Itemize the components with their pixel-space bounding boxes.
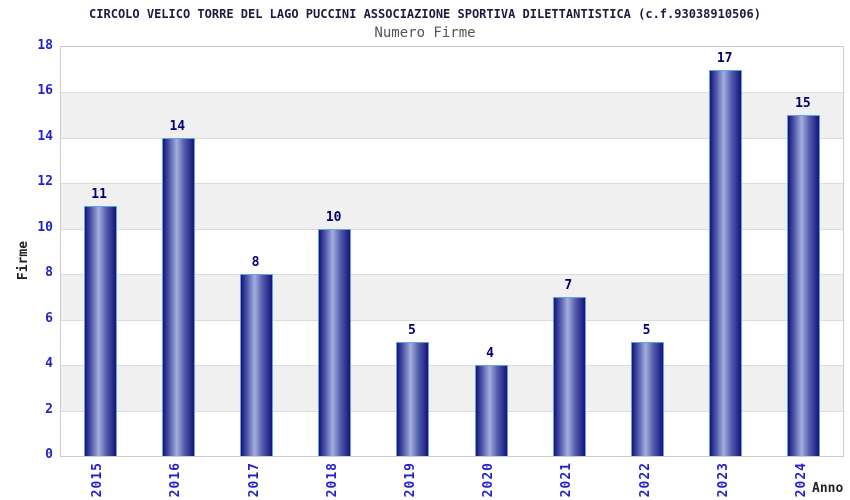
bar-value-label: 4 [486,346,494,362]
grid-line [61,319,843,321]
grid-line [61,228,843,230]
x-axis-title: Anno [812,481,844,496]
bar [709,69,743,456]
x-tick-label: 2016 [168,462,184,498]
chart-subtitle: Numero Firme [374,25,476,41]
grid-line [61,365,843,367]
x-tick-label: 2024 [793,462,809,498]
grid-line [61,410,843,412]
x-tick-label: 2020 [481,462,497,498]
bar-value-label: 10 [325,209,342,225]
y-tick-label: 6 [45,310,53,326]
x-tick-label: 2023 [715,462,731,498]
bar [161,137,195,456]
x-tick-label: 2017 [246,462,262,498]
y-tick-label: 0 [45,447,53,462]
x-tick-label: 2015 [90,462,106,498]
bar [83,206,117,456]
bar-value-label: 14 [169,118,186,134]
x-tick-label: 2021 [559,462,575,498]
grid-line [61,137,843,139]
chart-title: CIRCOLO VELICO TORRE DEL LAGO PUCCINI AS… [89,7,761,21]
x-tick-label: 2022 [637,462,653,498]
bar-value-label: 5 [407,323,416,339]
y-tick-label: 12 [37,174,53,190]
bar-value-label: 8 [251,255,260,271]
bar [396,342,430,456]
bar-value-label: 17 [716,50,733,66]
bar-value-label: 5 [642,323,651,339]
x-tick-label: 2018 [324,462,340,498]
bar-value-label: 7 [564,277,573,293]
y-tick-label: 16 [37,83,53,99]
bar-value-label: 11 [91,187,107,203]
bar [631,342,664,456]
grid-line [61,183,843,185]
y-tick-label: 4 [45,356,53,372]
bar-value-label: 15 [795,96,811,112]
y-tick-label: 10 [37,219,53,235]
plot-area [60,46,844,457]
grid-line [61,92,843,94]
y-tick-label: 14 [37,128,53,144]
y-tick-label: 18 [37,38,53,53]
bar [474,365,508,456]
grid-line [61,274,843,276]
bar [240,274,273,456]
x-tick-label: 2019 [402,462,418,498]
bar [787,115,821,456]
bar [552,296,586,456]
y-tick-label: 2 [45,401,53,417]
bar [318,228,352,456]
y-tick-label: 8 [45,265,53,281]
